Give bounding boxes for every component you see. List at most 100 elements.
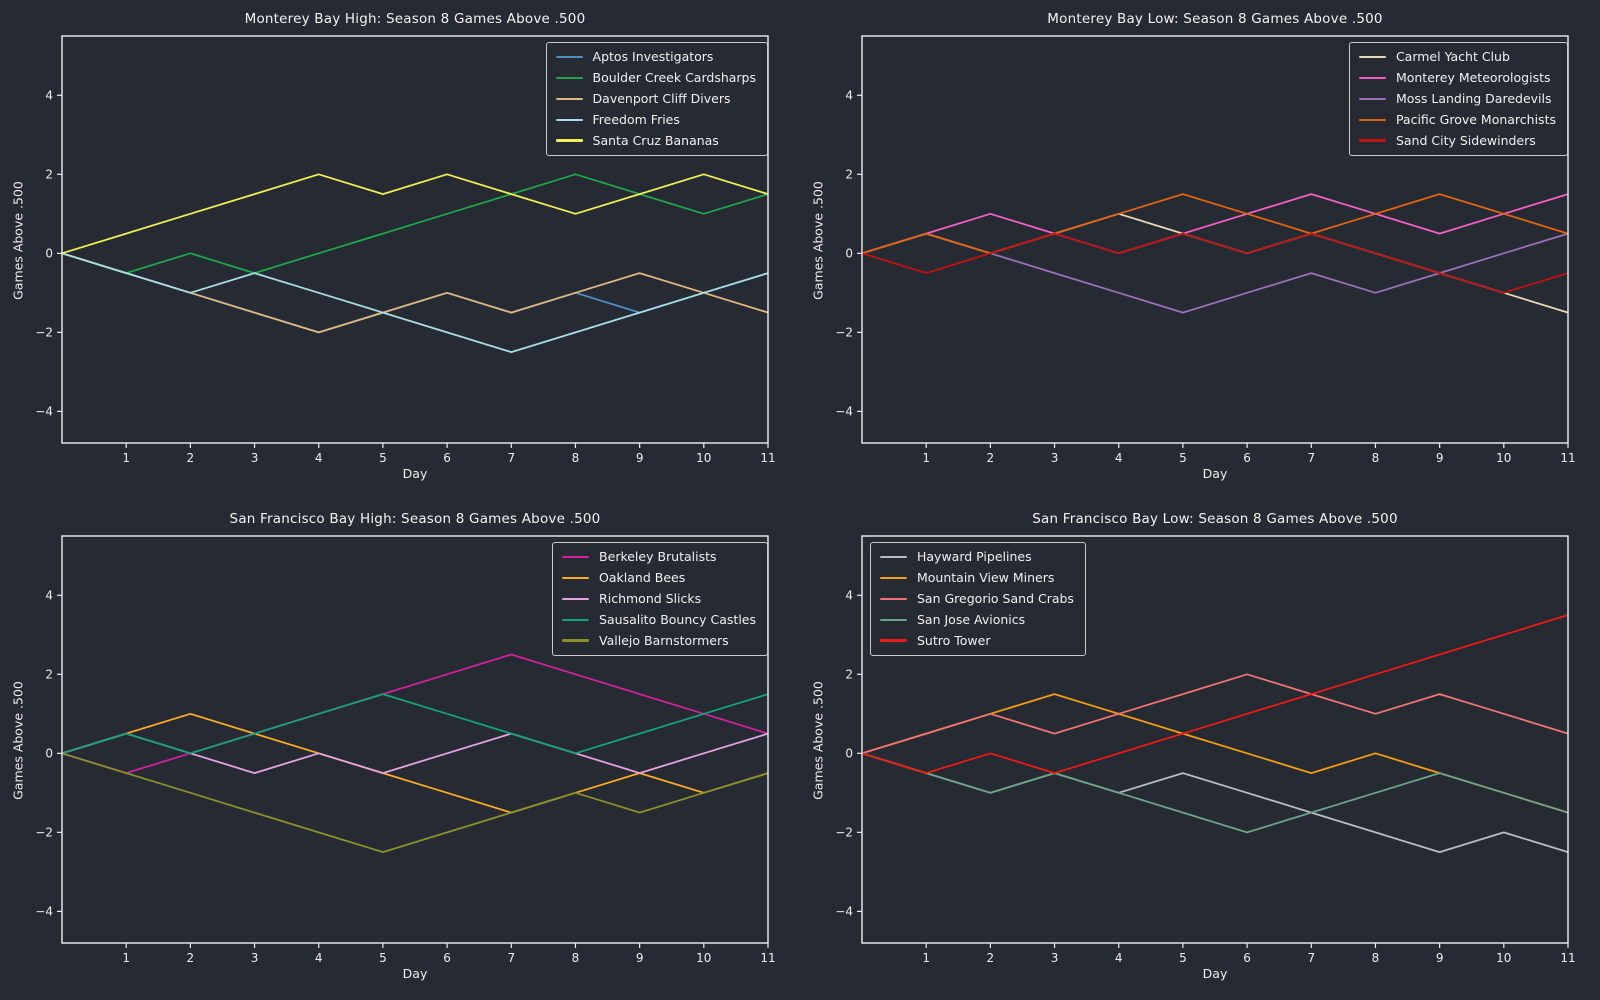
line-san-jose-avionics	[861, 752, 1569, 834]
x-tick-label: 8	[572, 951, 580, 965]
line-sausalito-bouncy-castles	[61, 693, 769, 755]
plot-monterey-bay-high: 1 2 3 4 5 6 7 8 9 10 11 −4 −2 0 2 4	[35, 35, 776, 465]
x-tick-label: 9	[636, 451, 644, 465]
x-tick-label: 8	[1372, 951, 1380, 965]
y-tick-label: 2	[845, 668, 853, 682]
legend-label: Monterey Meteorologists	[1395, 69, 1551, 85]
x-tick-label: 6	[443, 951, 451, 965]
x-tick-label: 4	[1115, 451, 1123, 465]
legend-label: Richmond Slicks	[599, 590, 702, 606]
legend-swatch	[880, 555, 907, 559]
line-moss-landing-daredevils	[861, 232, 1569, 314]
y-axis-label: Games Above .500	[10, 181, 26, 300]
legend-swatch	[880, 597, 907, 601]
legend-label: Santa Cruz Bananas	[592, 132, 719, 148]
legend-label: Moss Landing Daredevils	[1395, 90, 1552, 106]
x-tick-label: 5	[1179, 451, 1187, 465]
y-tick-label: 4	[845, 588, 853, 602]
y-tick-label: −2	[35, 826, 53, 840]
x-axis-label: Day	[1202, 966, 1228, 981]
legend-item-sausalito-bouncy-castles: Sausalito Bouncy Castles	[562, 612, 756, 627]
line-richmond-slicks	[61, 732, 769, 775]
legend-swatch	[562, 597, 590, 601]
legend-swatch	[880, 576, 907, 580]
legend-item-davenport-cliff-divers: Davenport Cliff Divers	[555, 90, 756, 106]
x-tick-label: 7	[507, 451, 515, 465]
y-tick-label: 2	[45, 668, 53, 682]
chart-cell-san-francisco-bay-low: 1 2 3 4 5 6 7 8 9 10 11 −4 −2 0 2 4 San Francisco Bay L…	[800, 500, 1600, 1000]
chart-title: San Francisco Bay High: Season 8 Games A…	[229, 511, 601, 527]
plot-san-francisco-bay-low: 1 2 3 4 5 6 7 8 9 10 11 −4 −2 0 2 4	[835, 535, 1576, 965]
legend-label: Mountain View Miners	[917, 569, 1055, 585]
legend-swatch	[562, 555, 590, 559]
legend-label: Sutro Tower	[917, 632, 991, 648]
x-tick-label: 2	[187, 451, 195, 465]
y-tick-label: −4	[835, 405, 853, 419]
legend-item-santa-cruz-bananas: Santa Cruz Bananas	[555, 132, 756, 148]
x-tick-label: 5	[379, 951, 387, 965]
x-tick-label: 10	[1496, 451, 1511, 465]
legend-label: Boulder Creek Cardsharps	[592, 69, 756, 85]
legend-label: Sand City Sidewinders	[1395, 132, 1536, 148]
y-axis-label: Games Above .500	[10, 681, 26, 800]
y-tick-label: 4	[45, 88, 53, 102]
x-tick-label: 6	[1243, 451, 1251, 465]
plot-monterey-bay-low: 1 2 3 4 5 6 7 8 9 10 11 −4 −2 0 2 4	[835, 35, 1576, 465]
x-tick-label: 1	[122, 951, 130, 965]
y-tick-label: 2	[45, 168, 53, 182]
y-tick-label: −4	[835, 905, 853, 919]
y-tick-label: 0	[45, 247, 53, 261]
y-tick-label: −2	[835, 326, 853, 340]
line-san-gregorio-sand-crabs	[861, 673, 1569, 755]
legend-label: Davenport Cliff Divers	[592, 90, 731, 106]
x-tick-label: 7	[1307, 451, 1315, 465]
line-sand-city-sidewinders	[861, 232, 1569, 294]
legend-item-san-gregorio-sand-crabs: San Gregorio Sand Crabs	[880, 590, 1074, 606]
x-tick-label: 6	[443, 451, 451, 465]
line-carmel-yacht-club	[861, 212, 1569, 314]
line-hayward-pipelines	[861, 752, 1569, 854]
legend-swatch	[555, 139, 583, 142]
legend-swatch	[562, 639, 590, 642]
x-tick-label: 2	[987, 951, 995, 965]
line-mountain-view-miners	[861, 693, 1569, 814]
legend-label: Vallejo Barnstormers	[599, 632, 729, 648]
legend-swatch	[1358, 139, 1386, 142]
legend-label: San Jose Avionics	[917, 611, 1026, 627]
line-santa-cruz-bananas	[61, 173, 769, 255]
chart-cell-san-francisco-bay-high: 1 2 3 4 5 6 7 8 9 10 11 −4 −2 0 2 4 San Francisco Bay H…	[0, 500, 800, 1000]
line-berkeley-brutalists	[61, 653, 769, 775]
legend-swatch	[555, 55, 583, 59]
x-tick-label: 11	[760, 951, 775, 965]
chart-title: San Francisco Bay Low: Season 8 Games Ab…	[1032, 511, 1398, 527]
x-tick-label: 10	[696, 451, 711, 465]
legend-swatch	[1358, 76, 1386, 80]
legend-swatch	[555, 76, 583, 80]
legend-swatch	[1358, 97, 1386, 101]
x-tick-label: 2	[987, 451, 995, 465]
legend-item-freedom-fries: Freedom Fries	[555, 112, 756, 127]
legend-swatch	[880, 618, 907, 622]
legend-label: Oakland Bees	[599, 569, 686, 585]
line-freedom-fries	[61, 252, 769, 354]
x-tick-label: 8	[572, 451, 580, 465]
legend-label: Hayward Pipelines	[917, 549, 1032, 564]
legend-swatch	[1358, 118, 1386, 122]
legend-item-oakland-bees: Oakland Bees	[562, 569, 756, 585]
y-tick-label: 0	[845, 747, 853, 761]
x-tick-label: 4	[315, 951, 323, 965]
x-tick-label: 4	[315, 451, 323, 465]
legend-label: San Gregorio Sand Crabs	[917, 590, 1074, 606]
chart-cell-monterey-bay-high: 1 2 3 4 5 6 7 8 9 10 11 −4 −2 0 2 4 Monterey Bay High: …	[0, 0, 800, 500]
x-tick-label: 6	[1243, 951, 1251, 965]
x-tick-label: 5	[379, 451, 387, 465]
y-tick-label: 0	[845, 247, 853, 261]
x-axis-label: Day	[402, 966, 428, 981]
legend-swatch	[1358, 55, 1386, 59]
x-tick-label: 3	[251, 451, 259, 465]
legend-label: Berkeley Brutalists	[599, 549, 717, 564]
x-tick-label: 11	[1560, 451, 1575, 465]
legend-item-berkeley-brutalists: Berkeley Brutalists	[562, 549, 756, 564]
legend-swatch	[555, 118, 583, 122]
